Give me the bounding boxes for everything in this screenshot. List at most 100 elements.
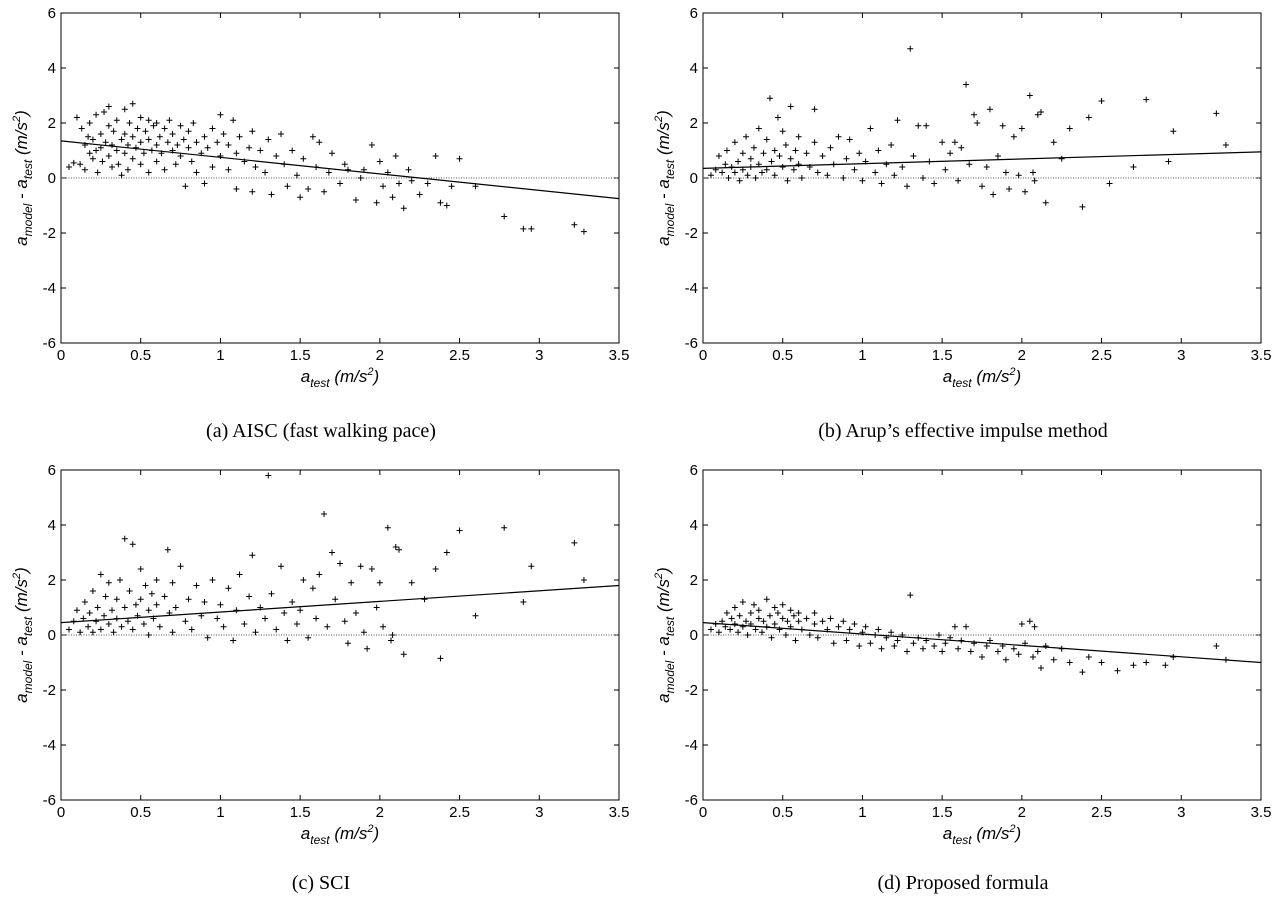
x-axis-label-sub: test	[952, 376, 972, 390]
data-point	[102, 593, 109, 600]
data-point	[731, 604, 738, 611]
data-point	[109, 142, 116, 148]
data-point	[257, 147, 264, 154]
data-point	[771, 147, 778, 154]
data-point	[739, 150, 746, 157]
data-point	[846, 136, 853, 143]
data-point	[731, 621, 738, 627]
data-point	[872, 169, 879, 176]
data-point	[787, 103, 794, 110]
data-point	[193, 139, 200, 146]
data-point	[571, 221, 578, 228]
data-point	[150, 122, 157, 129]
data-point	[145, 117, 152, 124]
data-point	[289, 147, 296, 154]
data-point	[719, 618, 726, 625]
data-point	[249, 552, 256, 559]
data-point	[182, 183, 189, 190]
data-point	[115, 161, 122, 168]
data-point	[77, 629, 84, 636]
data-point	[408, 177, 415, 184]
data-point	[744, 632, 751, 638]
data-point	[177, 563, 184, 570]
data-point	[241, 621, 248, 627]
data-point	[341, 161, 348, 168]
data-point	[1085, 654, 1092, 660]
data-point	[795, 610, 802, 616]
data-point	[743, 618, 750, 625]
data-point	[990, 191, 997, 198]
data-point	[1022, 188, 1029, 195]
data-point	[931, 180, 938, 187]
data-point	[416, 191, 423, 198]
x-tick-label: 3.5	[1251, 804, 1272, 821]
panel-c: 0 0.5 1 1.5 2 2.5 3 3.5 -6 -4 -2 0 2 4 6 atest (m/s2) am…	[0, 457, 642, 914]
x-tick-label: 1.5	[932, 804, 953, 821]
y-tick-label: 4	[48, 517, 56, 534]
data-point	[97, 131, 104, 137]
data-point	[357, 175, 364, 181]
data-point	[121, 604, 128, 611]
data-point	[73, 607, 80, 614]
data-point	[217, 111, 224, 118]
data-point	[118, 136, 125, 143]
data-point	[830, 640, 837, 647]
data-point	[774, 610, 781, 616]
data-point	[134, 125, 141, 132]
data-point	[113, 147, 120, 154]
data-point	[129, 100, 136, 107]
data-point	[177, 153, 184, 159]
data-point	[1098, 659, 1105, 666]
data-point	[110, 128, 117, 135]
data-point	[293, 172, 300, 179]
data-point	[840, 175, 847, 181]
x-tick-label: 0.5	[130, 804, 151, 821]
data-point	[246, 144, 253, 151]
x-axis-label-close: )	[1014, 367, 1022, 386]
data-point	[305, 634, 312, 641]
data-point	[265, 136, 272, 143]
data-point	[1031, 177, 1038, 184]
data-point	[305, 186, 312, 192]
data-point	[140, 150, 147, 157]
data-point	[137, 596, 144, 603]
trend-line	[702, 622, 1262, 664]
x-axis-label-sub: test	[310, 833, 330, 847]
data-point	[835, 623, 842, 630]
data-point	[129, 626, 136, 633]
data-point	[1030, 654, 1037, 660]
data-point	[153, 577, 160, 583]
data-point	[803, 615, 810, 622]
data-point	[78, 125, 85, 132]
data-point	[368, 142, 375, 148]
y-axis-label-sub2: test	[663, 159, 677, 179]
data-point	[1030, 169, 1037, 176]
data-point	[751, 601, 758, 608]
data-point	[180, 136, 187, 143]
data-point	[1170, 654, 1177, 660]
data-point	[983, 164, 990, 170]
data-point	[1006, 186, 1013, 192]
data-point	[137, 566, 144, 572]
data-point	[763, 136, 770, 143]
x-tick-label: 2	[376, 804, 384, 821]
data-point	[400, 651, 407, 658]
data-point	[1222, 142, 1229, 148]
data-point	[321, 511, 328, 517]
data-point	[1213, 110, 1220, 117]
data-point	[148, 590, 155, 597]
data-point	[915, 122, 922, 129]
data-point	[236, 133, 243, 140]
data-point	[81, 599, 88, 605]
data-point	[851, 166, 858, 173]
data-point	[126, 588, 133, 594]
data-point	[121, 150, 128, 157]
y-axis-label-sup: 2	[653, 573, 665, 580]
data-point	[456, 527, 463, 534]
x-tick-label: 3	[1177, 347, 1185, 364]
y-tick-label: -2	[43, 225, 56, 242]
data-point	[760, 150, 767, 157]
data-point	[392, 544, 399, 550]
data-point	[931, 643, 938, 649]
